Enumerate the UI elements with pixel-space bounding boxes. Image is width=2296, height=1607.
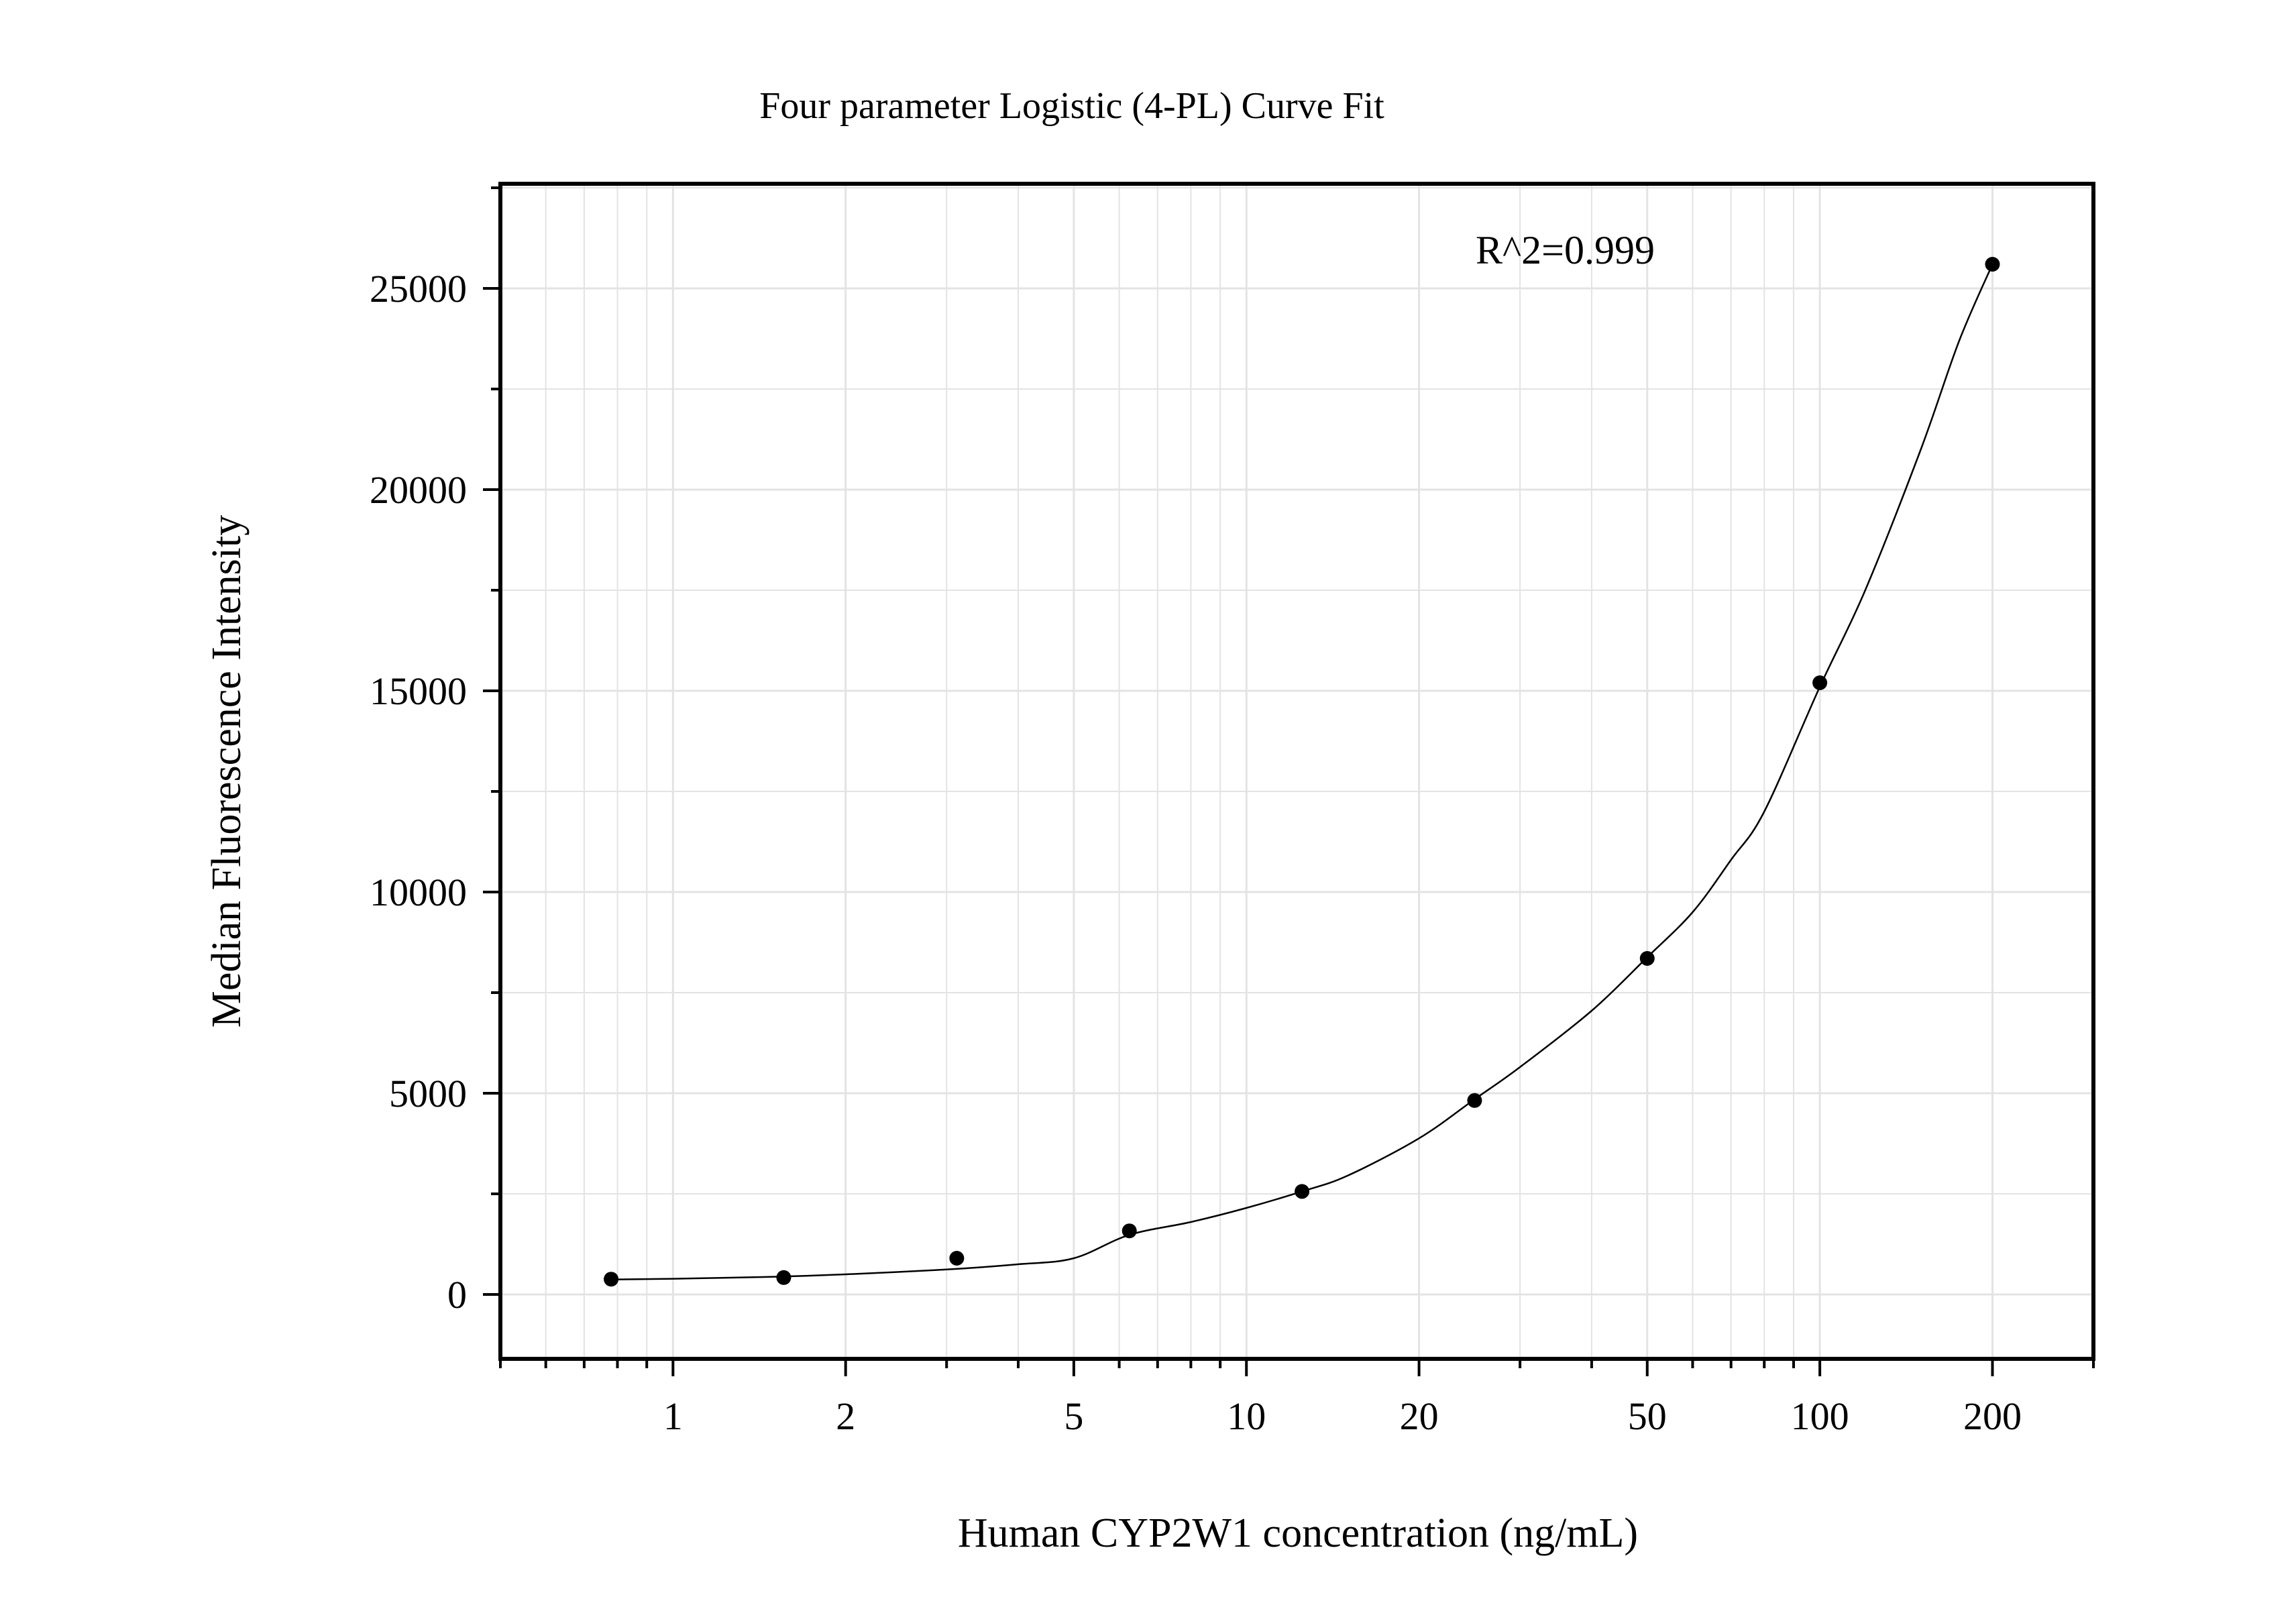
chart-title: Four parameter Logistic (4-PL) Curve Fit (759, 85, 1384, 127)
data-point (1812, 675, 1828, 690)
y-tick-label: 0 (447, 1273, 467, 1317)
x-tick-label: 5 (1064, 1394, 1083, 1438)
x-tick-label: 1 (663, 1394, 683, 1438)
x-tick-label: 200 (1963, 1394, 2022, 1438)
fit-curve-line (611, 264, 1993, 1281)
x-tick-label: 50 (1628, 1394, 1667, 1438)
plot-frame (498, 182, 2095, 1361)
x-tick-label: 2 (836, 1394, 855, 1438)
y-axis-title: Median Fluorescence Intensity (204, 515, 250, 1028)
axis-ticks-layer (483, 186, 2095, 1376)
y-tick-label: 20000 (370, 468, 467, 512)
r-squared-annotation: R^2=0.999 (1476, 228, 1655, 272)
y-tick-labels: 0 5000 10000 15000 20000 25000 (370, 267, 467, 1317)
data-point (1639, 951, 1655, 966)
data-point (604, 1272, 619, 1287)
y-tick-label: 5000 (389, 1072, 467, 1115)
x-tick-label: 10 (1227, 1394, 1266, 1438)
y-tick-label: 10000 (370, 871, 467, 914)
data-point (776, 1270, 791, 1285)
fit-curve-layer (611, 264, 1993, 1281)
x-tick-label: 20 (1400, 1394, 1439, 1438)
x-axis-title: Human CYP2W1 concentration (ng/mL) (958, 1510, 1638, 1556)
data-point (1295, 1184, 1310, 1199)
data-point (949, 1251, 965, 1266)
grid-layer (500, 184, 2094, 1359)
data-points-layer (604, 257, 2000, 1287)
y-tick-label: 25000 (370, 267, 467, 311)
x-tick-label: 100 (1791, 1394, 1849, 1438)
data-point (1467, 1093, 1482, 1108)
x-tick-labels: 1 2 5 10 20 50 100 200 (663, 1394, 2022, 1438)
y-tick-label: 15000 (370, 669, 467, 713)
data-point (1985, 257, 2000, 272)
data-point (1122, 1223, 1137, 1239)
